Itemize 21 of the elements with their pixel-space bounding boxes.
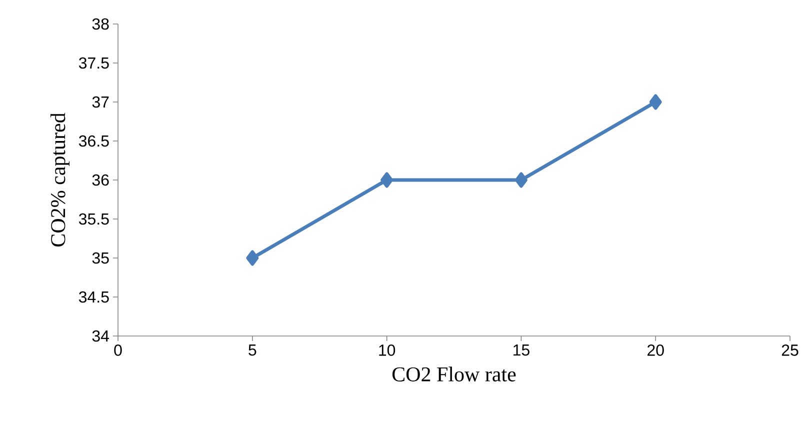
x-tick-label: 0 [114, 344, 122, 356]
y-tick-label: 37 [92, 96, 109, 108]
x-tick-label: 5 [248, 344, 256, 356]
point [649, 94, 662, 110]
x-tick-label: 15 [514, 344, 530, 356]
y-tick-label: 37.5 [78, 57, 109, 69]
point [514, 172, 528, 188]
point [380, 172, 394, 188]
y-tick-label: 35 [92, 252, 109, 264]
y-axis-title: CO2% captured [50, 112, 70, 246]
y-tick-label: 36 [92, 174, 109, 186]
x-tick-label: 10 [379, 344, 396, 356]
y-tick-label: 38 [92, 18, 109, 30]
point [246, 250, 259, 266]
x-axis-title: CO2 Flow rate [392, 366, 516, 382]
y-tick-label: 36.5 [78, 135, 109, 147]
x-tick-label: 20 [648, 344, 664, 356]
x-tick-label: 25 [782, 344, 798, 356]
y-tick-label: 34.5 [78, 291, 109, 303]
y-tick-label: 34 [92, 330, 110, 342]
y-tick-label: 35.5 [78, 213, 109, 225]
